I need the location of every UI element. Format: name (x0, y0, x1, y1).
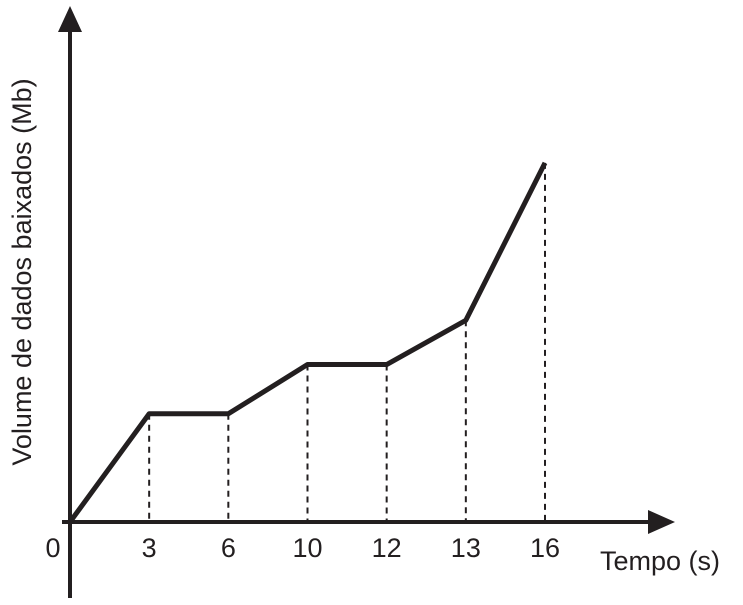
x-axis-label: Tempo (s) (600, 546, 720, 576)
y-axis-label: Volume de dados baixados (Mb) (7, 78, 37, 465)
data-line (67, 161, 548, 524)
x-tick-label: 13 (451, 533, 481, 563)
x-tick-label: 10 (292, 533, 322, 563)
y-axis-arrow (58, 6, 82, 32)
x-tick-label: 3 (142, 533, 157, 563)
x-tick-label: 16 (530, 533, 560, 563)
x-axis-arrow (648, 510, 675, 534)
x-tick-label: 6 (221, 533, 236, 563)
x-tick-label: 0 (45, 533, 60, 563)
x-tick-label: 12 (372, 533, 402, 563)
